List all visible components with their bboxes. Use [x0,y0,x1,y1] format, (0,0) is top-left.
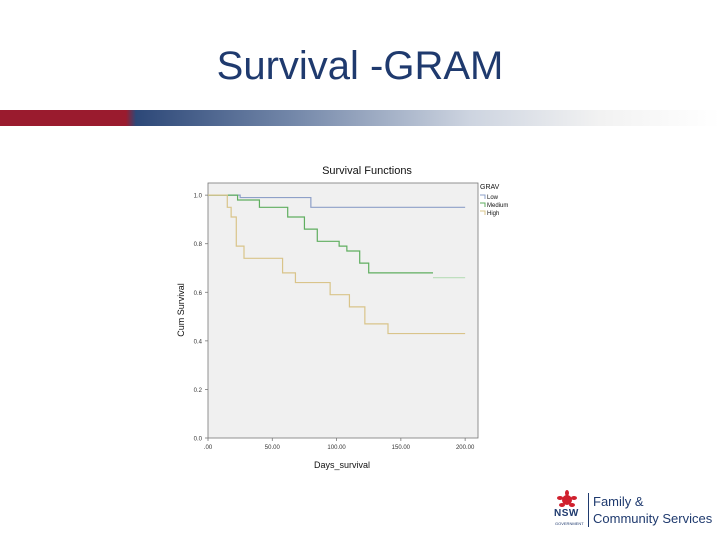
nsw-government-text: GOVERNMENT [555,521,584,526]
agency-name-line2: Community Services [593,511,713,526]
agency-name-line1: Family & [593,494,644,509]
legend-title: GRAV [480,184,500,191]
legend-swatch [480,202,486,207]
legend-item-label: Low [487,195,499,201]
y-axis-label: Cum Survival [176,283,186,337]
series-lines [208,194,466,335]
plot-area [207,182,479,439]
y-tick-label: 0.2 [194,388,203,394]
x-axis-label: Days_survival [314,460,370,470]
series-line-medium [208,194,433,274]
y-tick-label: 0.0 [194,437,203,443]
x-tick-label: 150.00 [392,445,411,451]
x-axis: .00 50.00 100.00 150.00 200.00 [204,438,475,451]
logo-divider [588,493,589,527]
legend-item-label: High [487,211,499,217]
survival-chart: Survival Functions 0.0 0.2 0.4 0.6 0.8 1.0 .0… [176,165,508,470]
legend: GRAV Low Medium High [480,184,508,217]
legend-swatch [480,210,486,215]
slide-title: Survival -GRAM [216,44,504,88]
title-divider-band [0,110,720,126]
nsw-fcs-logo: NSW GOVERNMENT Family & Community Servic… [552,490,712,530]
y-tick-label: 0.8 [194,242,203,248]
y-tick-label: 0.6 [194,291,203,297]
legend-swatch [480,194,486,199]
x-tick-label: 50.00 [265,445,281,451]
x-tick-label: 100.00 [327,445,346,451]
series-line-high [208,194,466,335]
x-tick-label: .00 [204,445,213,451]
waratah-icon [557,490,577,507]
chart-title: Survival Functions [322,165,412,177]
nsw-wordmark: NSW [554,508,579,519]
y-tick-label: 0.4 [194,339,203,345]
x-tick-label: 200.00 [456,445,475,451]
y-axis: 0.0 0.2 0.4 0.6 0.8 1.0 [194,194,208,443]
legend-item-label: Medium [487,203,508,209]
y-tick-label: 1.0 [194,194,203,200]
